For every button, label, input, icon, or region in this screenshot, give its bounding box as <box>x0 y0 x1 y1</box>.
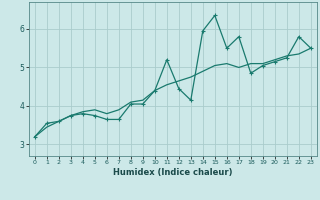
X-axis label: Humidex (Indice chaleur): Humidex (Indice chaleur) <box>113 168 233 177</box>
